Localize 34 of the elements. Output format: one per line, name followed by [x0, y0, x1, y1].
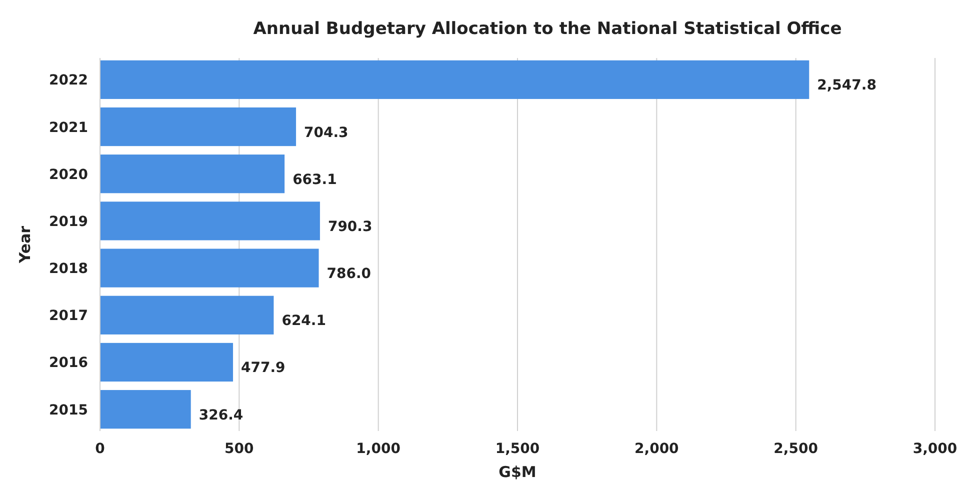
- x-tick-label: 2,000: [634, 441, 680, 457]
- bar: [100, 390, 191, 429]
- bar: [100, 60, 810, 99]
- data-label: 624.1: [282, 313, 326, 330]
- bar: [100, 107, 296, 146]
- y-tick-label: 2016: [49, 355, 88, 372]
- y-tick-label: 2017: [49, 308, 88, 324]
- bar: [100, 342, 234, 382]
- x-axis-title: G$M: [498, 463, 536, 481]
- y-tick-label: 2020: [49, 166, 88, 183]
- y-tick-label: 2019: [49, 214, 88, 230]
- data-label: 326.4: [198, 407, 244, 424]
- y-tick-label: 2018: [49, 261, 88, 278]
- data-label: 477.9: [241, 360, 286, 376]
- bar: [100, 154, 285, 194]
- data-label: 663.1: [292, 172, 337, 188]
- y-tick-label: 2015: [49, 402, 88, 418]
- bar: [100, 248, 319, 288]
- x-tick-label: 500: [224, 441, 254, 457]
- bar: [100, 296, 274, 334]
- x-tick-label: 1,500: [495, 441, 540, 457]
- y-tick-label: 2021: [49, 120, 88, 136]
- x-tick-label: 1,000: [356, 441, 401, 457]
- y-tick-label: 2022: [49, 72, 88, 89]
- data-label: 2,547.8: [817, 78, 876, 94]
- x-tick-label: 0: [95, 441, 106, 457]
- bar: [100, 202, 320, 240]
- x-tick-label: 2,500: [774, 441, 818, 457]
- chart-title: Annual Budgetary Allocation to the National Statistical Office: [253, 19, 842, 39]
- data-label: 786.0: [326, 266, 372, 282]
- y-axis-title: Year: [16, 225, 34, 264]
- x-tick-label: 3,000: [912, 441, 958, 457]
- data-label: 790.3: [328, 218, 372, 235]
- data-label: 704.3: [304, 124, 348, 141]
